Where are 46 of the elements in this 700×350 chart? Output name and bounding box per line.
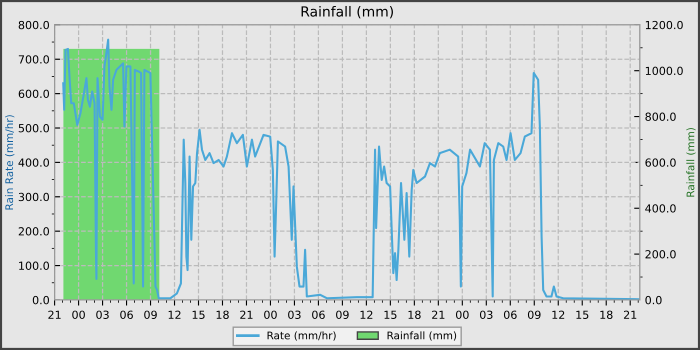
- legend-label: Rainfall (mm): [388, 331, 456, 341]
- y2-tick-label: 400.0: [645, 204, 676, 213]
- legend-label: Rate (mm/hr): [268, 331, 336, 341]
- x-tick-label: 15: [384, 310, 396, 319]
- y2-tick-label: 1000.0: [646, 66, 683, 76]
- x-tick-label: 18: [216, 310, 229, 319]
- y2-tick-label: 600.0: [645, 158, 676, 167]
- y-tick-label: 700.0: [18, 55, 49, 64]
- x-tick-label: 21: [432, 310, 444, 319]
- x-tick-label: 21: [240, 310, 253, 319]
- x-tick-label: 15: [192, 310, 205, 319]
- y2-tick-label: 800.0: [645, 112, 676, 121]
- x-tick-label: 03: [480, 310, 492, 319]
- x-tick-label: 06: [120, 310, 133, 319]
- x-tick-label: 06: [504, 310, 517, 319]
- x-tick-label: 03: [288, 310, 301, 319]
- y-axis-title: Rain Rate (mm/hr): [5, 115, 14, 210]
- x-tick-label: 00: [456, 310, 469, 319]
- y-tick-label: 100.0: [19, 262, 49, 270]
- x-tick-label: 09: [336, 310, 349, 319]
- y-tick-label: 400.0: [18, 158, 49, 167]
- x-tick-label: 12: [168, 310, 180, 319]
- x-tick-label: 06: [312, 310, 325, 319]
- x-tick-label: 21: [624, 310, 636, 319]
- x-tick-label: 18: [600, 310, 613, 319]
- x-tick-label: 00: [264, 310, 277, 319]
- x-tick-label: 09: [144, 310, 157, 319]
- y-tick-label: 300.0: [18, 192, 49, 202]
- y-tick-label: 800.0: [18, 20, 49, 30]
- y-tick-label: 0.0: [32, 296, 49, 304]
- x-tick-label: 12: [552, 310, 564, 319]
- y-tick-label: 200.0: [18, 227, 49, 236]
- y2-tick-label: 0.0: [645, 296, 662, 304]
- y2-tick-label: 1200.0: [646, 20, 683, 30]
- x-tick-label: 09: [528, 310, 541, 319]
- y2-axis-title: Rainfall (mm): [686, 128, 696, 197]
- x-tick-label: 00: [72, 310, 85, 319]
- y2-tick-label: 200.0: [645, 250, 676, 258]
- chart-title: Rainfall (mm): [302, 6, 393, 18]
- y-tick-label: 600.0: [18, 90, 49, 98]
- x-tick-label: 12: [360, 310, 372, 319]
- x-tick-label: 03: [96, 310, 109, 319]
- x-tick-label: 15: [576, 310, 588, 319]
- y-tick-label: 500.0: [18, 124, 49, 132]
- x-tick-label: 21: [48, 310, 61, 319]
- x-tick-label: 18: [408, 310, 421, 319]
